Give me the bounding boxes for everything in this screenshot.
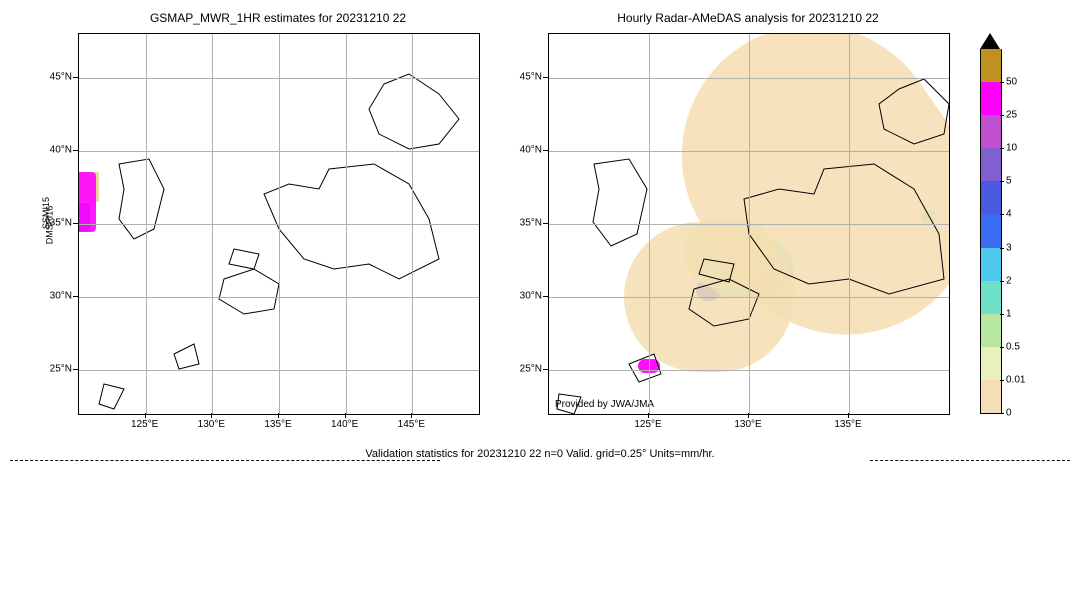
- colorbar-tick-mark: [1000, 380, 1004, 381]
- x-tick-mark: [848, 413, 849, 418]
- gridline-horizontal: [79, 370, 479, 371]
- y-tick-mark: [543, 150, 548, 151]
- figure-container: GSMAP_MWR_1HR estimates for 20231210 22 …: [0, 0, 1080, 612]
- gridline-horizontal: [549, 370, 949, 371]
- right-map-panel: Hourly Radar-AMeDAS analysis for 2023121…: [548, 33, 948, 413]
- left-panel-title: GSMAP_MWR_1HR estimates for 20231210 22: [78, 11, 478, 25]
- y-tick-mark: [73, 223, 78, 224]
- colorbar-tick-label: 2: [1006, 275, 1012, 286]
- colorbar-segment: [980, 314, 1002, 347]
- colorbar-tick-mark: [1000, 214, 1004, 215]
- y-tick-mark: [73, 150, 78, 151]
- gridline-horizontal: [79, 151, 479, 152]
- y-tick-mark: [73, 77, 78, 78]
- sensor-side-label: DMSPf16: [44, 206, 54, 245]
- colorbar-tick-label: 3: [1006, 242, 1012, 253]
- right-panel-title: Hourly Radar-AMeDAS analysis for 2023121…: [548, 11, 948, 25]
- left-map-panel: GSMAP_MWR_1HR estimates for 20231210 22 …: [78, 33, 478, 413]
- colorbar-tick-mark: [1000, 148, 1004, 149]
- x-tick-mark: [278, 413, 279, 418]
- y-tick-mark: [73, 296, 78, 297]
- colorbar-segment: [980, 347, 1002, 380]
- gridline-horizontal: [79, 297, 479, 298]
- colorbar-tick-mark: [1000, 347, 1004, 348]
- gridline-horizontal: [549, 297, 949, 298]
- y-tick-mark: [543, 77, 548, 78]
- colorbar-segment: [980, 281, 1002, 314]
- colorbar-segment: [980, 49, 1002, 82]
- y-tick-mark: [543, 223, 548, 224]
- colorbar-tick-mark: [1000, 181, 1004, 182]
- colorbar-tick-label: 1: [1006, 308, 1012, 319]
- colorbar-tick-label: 0: [1006, 408, 1012, 419]
- gridline-horizontal: [549, 78, 949, 79]
- y-tick-mark: [543, 369, 548, 370]
- colorbar-segment: [980, 115, 1002, 148]
- colorbar-tick-label: 0.01: [1006, 374, 1025, 385]
- colorbar-segment: [980, 181, 1002, 214]
- gridline-horizontal: [549, 224, 949, 225]
- colorbar-segment: [980, 148, 1002, 181]
- colorbar: 00.010.512345102550: [980, 33, 1000, 413]
- colorbar-tick-mark: [1000, 314, 1004, 315]
- colorbar-tick-label: 0.5: [1006, 341, 1020, 352]
- colorbar-tick-label: 5: [1006, 176, 1012, 187]
- footer-divider-right: [870, 460, 1070, 463]
- x-tick-mark: [748, 413, 749, 418]
- colorbar-tick-mark: [1000, 115, 1004, 116]
- x-tick-mark: [211, 413, 212, 418]
- right-plot-area: Provided by JWA/JMA: [548, 33, 950, 415]
- colorbar-tick-mark: [1000, 281, 1004, 282]
- colorbar-segment: [980, 214, 1002, 247]
- x-tick-mark: [648, 413, 649, 418]
- colorbar-tick-label: 10: [1006, 143, 1017, 154]
- colorbar-tick-mark: [1000, 82, 1004, 83]
- y-tick-mark: [73, 369, 78, 370]
- left-plot-area: [78, 33, 480, 415]
- colorbar-over-triangle: [980, 33, 1000, 49]
- x-tick-mark: [145, 413, 146, 418]
- gridline-horizontal: [79, 224, 479, 225]
- colorbar-segment: [980, 82, 1002, 115]
- x-tick-mark: [345, 413, 346, 418]
- x-tick-mark: [411, 413, 412, 418]
- y-tick-mark: [543, 296, 548, 297]
- attribution-text: Provided by JWA/JMA: [555, 399, 654, 410]
- colorbar-tick-mark: [1000, 248, 1004, 249]
- colorbar-tick-label: 25: [1006, 110, 1017, 121]
- colorbar-tick-label: 4: [1006, 209, 1012, 220]
- colorbar-tick-label: 50: [1006, 77, 1017, 88]
- colorbar-tick-mark: [1000, 413, 1004, 414]
- colorbar-segment: [980, 248, 1002, 281]
- validation-footer-text: Validation statistics for 20231210 22 n=…: [365, 448, 714, 460]
- footer-divider-left: [10, 460, 440, 463]
- colorbar-segment: [980, 380, 1002, 414]
- gridline-horizontal: [549, 151, 949, 152]
- gridline-horizontal: [79, 78, 479, 79]
